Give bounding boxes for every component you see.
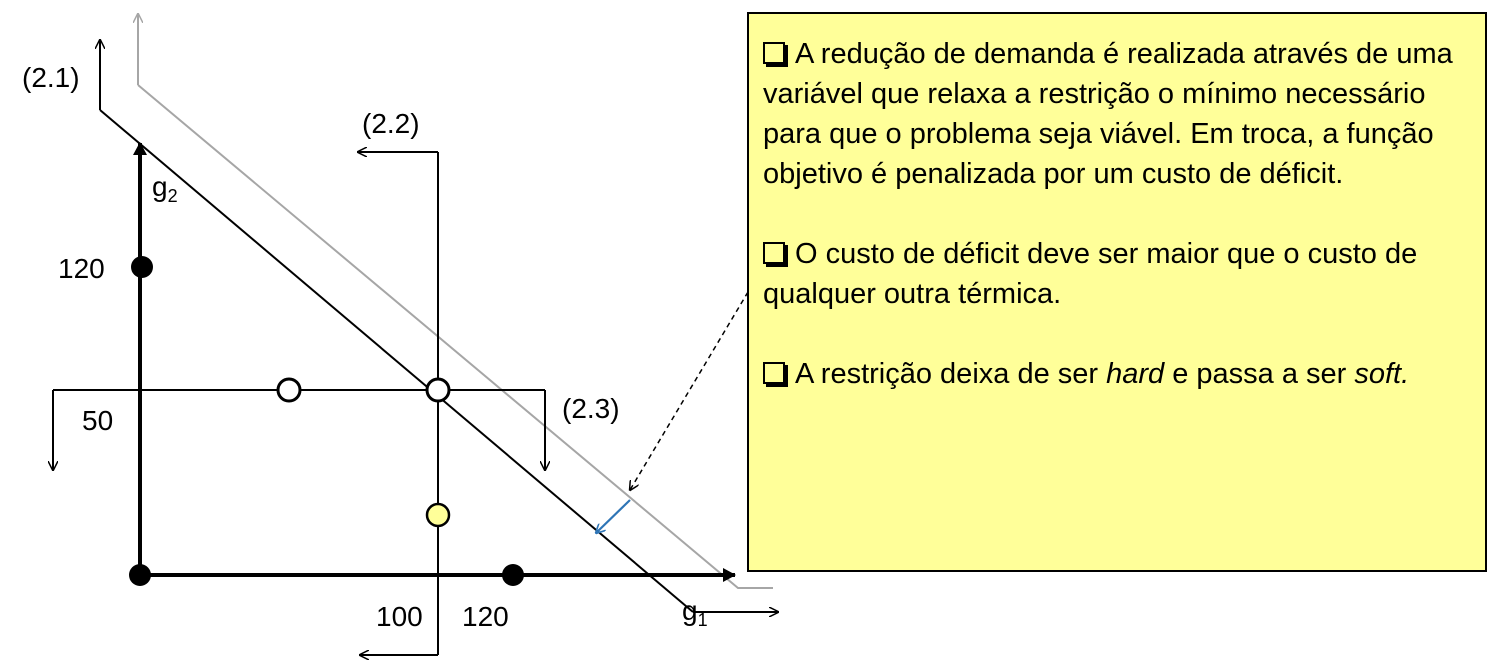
relaxed-constraint-line bbox=[137, 84, 773, 589]
constraint-2-1-line bbox=[99, 109, 694, 613]
note-bullet-2: O custo de déficit deve ser maior que o … bbox=[763, 234, 1473, 314]
note-term-hard: hard bbox=[1106, 358, 1165, 390]
note-bullet-3-pre: A restrição deixa de ser bbox=[795, 358, 1107, 390]
tick-label-y-50: 50 bbox=[82, 405, 113, 436]
point-g2-120 bbox=[131, 256, 153, 278]
tick-label-y-120: 120 bbox=[58, 253, 105, 284]
note-bullet-3: A restrição deixa de ser hard e passa a … bbox=[763, 354, 1473, 394]
note-bullet-1-text: A redução de demanda é realizada através… bbox=[763, 38, 1453, 190]
label-2-1: (2.1) bbox=[22, 62, 80, 93]
note-bullet-2-text: O custo de déficit deve ser maior que o … bbox=[763, 238, 1418, 310]
axis-label-g2: g2 bbox=[152, 171, 178, 206]
point-g1-120 bbox=[502, 564, 524, 586]
point-origin bbox=[129, 564, 151, 586]
tick-label-x-100: 100 bbox=[376, 601, 423, 632]
tick-label-x-120: 120 bbox=[462, 601, 509, 632]
label-2-3: (2.3) bbox=[562, 393, 620, 424]
label-2-2: (2.2) bbox=[362, 108, 420, 139]
annotation-dashed-arrow bbox=[630, 291, 749, 490]
checkbox-bullet-icon bbox=[763, 362, 785, 384]
point-yellow bbox=[425, 502, 451, 528]
relaxation-arrow bbox=[596, 499, 631, 533]
note-term-soft: soft. bbox=[1354, 358, 1410, 390]
note-bullet-3-mid: e passa a ser bbox=[1164, 358, 1355, 390]
note-bullet-1: A redução de demanda é realizada através… bbox=[763, 34, 1473, 194]
axis-label-g1: g1 bbox=[682, 595, 708, 630]
checkbox-bullet-icon bbox=[763, 42, 785, 64]
explanation-note: A redução de demanda é realizada através… bbox=[747, 12, 1487, 572]
point-open-intersection bbox=[425, 377, 451, 403]
point-open-left bbox=[276, 377, 302, 403]
checkbox-bullet-icon bbox=[763, 242, 785, 264]
